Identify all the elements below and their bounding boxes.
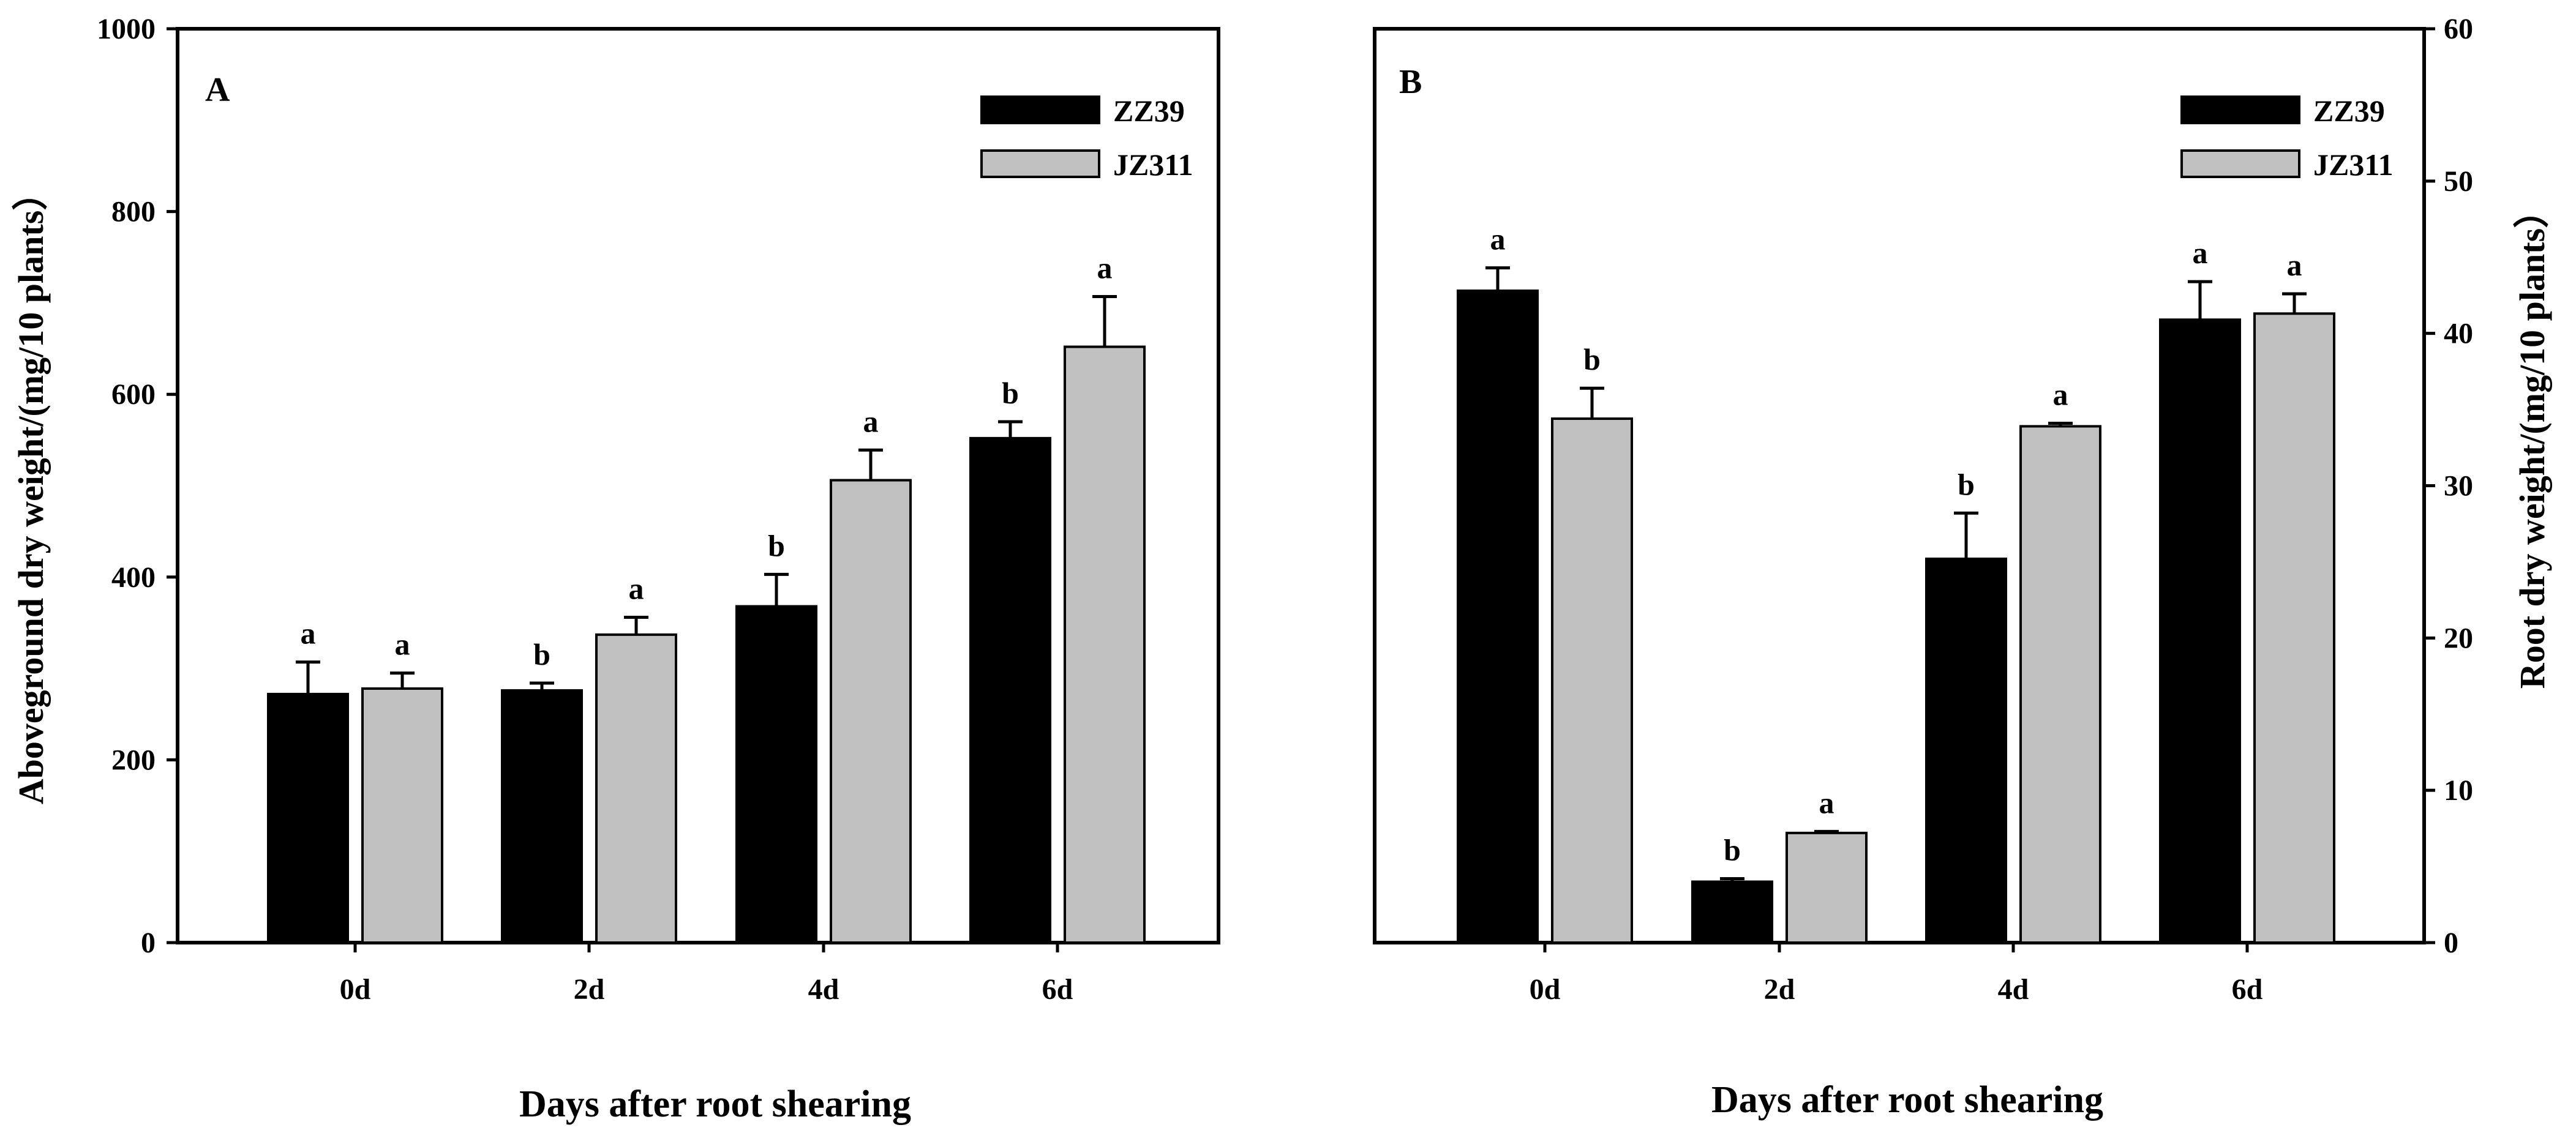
- x-tick-label: 0d: [340, 973, 371, 1006]
- y-tick-label: 30: [2444, 470, 2473, 503]
- bar-zz39-4d: [735, 605, 817, 944]
- y-tick-label: 800: [111, 196, 156, 228]
- bar-jz311-0d: [361, 687, 443, 944]
- panel-b: B 0 10 20 30 40 50 60 a b b a b a a a 0d 2d 4d 6d ZZ39 J…: [1373, 13, 2552, 1121]
- bar-zz39-0d: [1457, 289, 1539, 944]
- bar-jz311-2d: [1786, 831, 1868, 944]
- panel-b-letter: B: [1399, 63, 1422, 101]
- significance-letter: b: [1724, 832, 1741, 867]
- significance-letter: b: [533, 637, 550, 671]
- significance-letter: b: [768, 528, 785, 563]
- y-tick-label: 0: [141, 927, 156, 959]
- bar-zz39-2d: [501, 689, 583, 944]
- y-tick-label: 60: [2444, 13, 2473, 45]
- y-tick-label: 20: [2444, 622, 2473, 654]
- bar-jz311-4d: [830, 479, 912, 944]
- legend-swatch-zz39: [2180, 95, 2300, 124]
- panel-a-letter: A: [205, 71, 230, 109]
- panel-a-y-axis-title: Aboveground dry weight/(mg/10 plants）: [11, 175, 51, 805]
- x-tick-label: 6d: [2232, 973, 2263, 1006]
- significance-letter: b: [1958, 467, 1975, 501]
- x-tick-label: 4d: [1998, 973, 2029, 1006]
- x-tick-label: 0d: [1530, 973, 1561, 1006]
- significance-letter: a: [2287, 248, 2302, 282]
- bar-zz39-0d: [267, 692, 349, 944]
- legend-label-zz39: ZZ39: [2313, 94, 2385, 128]
- y-tick-label: 0: [2444, 927, 2458, 959]
- significance-letter: a: [1819, 785, 1834, 820]
- y-tick-label: 40: [2444, 318, 2473, 350]
- x-tick-label: 6d: [1042, 973, 1073, 1006]
- panel-b-legend: ZZ39 JZ311: [2180, 94, 2394, 182]
- legend-label-jz311: JZ311: [1113, 148, 1193, 182]
- bar-jz311-2d: [595, 633, 677, 944]
- y-tick-label: 200: [111, 744, 156, 776]
- legend-swatch-jz311: [980, 149, 1100, 178]
- y-tick-label: 1000: [97, 13, 156, 45]
- panel-a-x-axis-title: Days after root shearing: [519, 1083, 911, 1125]
- panel-b-bars: a b b a b a a a: [1457, 222, 2335, 944]
- panel-a-y-axis: 0 200 400 600 800 1000: [97, 13, 178, 959]
- x-tick-label: 2d: [574, 973, 605, 1006]
- x-tick-label: 4d: [808, 973, 839, 1006]
- significance-letter: a: [1097, 250, 1113, 285]
- legend-swatch-jz311: [2180, 149, 2300, 178]
- significance-letter: b: [1002, 376, 1019, 410]
- x-tick-label: 2d: [1764, 973, 1795, 1006]
- y-tick-label: 600: [111, 378, 156, 411]
- panel-a-plot-frame: [176, 27, 1220, 944]
- significance-letter: a: [863, 404, 879, 438]
- panel-a-x-axis: 0d 2d 4d 6d: [340, 943, 1073, 1006]
- panel-a: A 0 200 400 600 800 1000 a b b b a a a a 0d 2d 4d 6d ZZ…: [11, 13, 1220, 1125]
- bar-zz39-6d: [2159, 318, 2241, 944]
- significance-letter: a: [301, 616, 316, 651]
- significance-letter: a: [2053, 377, 2068, 411]
- significance-letter: b: [1583, 342, 1601, 376]
- y-tick-label: 50: [2444, 165, 2473, 198]
- bar-zz39-2d: [1691, 880, 1773, 944]
- legend-label-zz39: ZZ39: [1113, 94, 1185, 128]
- y-tick-label: 400: [111, 561, 156, 594]
- bar-jz311-0d: [1551, 417, 1633, 944]
- legend-swatch-zz39: [980, 95, 1100, 124]
- panel-a-bars: a b b b a a a a: [267, 250, 1146, 944]
- y-tick-label: 10: [2444, 774, 2473, 807]
- bar-zz39-6d: [969, 436, 1051, 944]
- legend-label-jz311: JZ311: [2313, 148, 2394, 182]
- significance-letter: a: [2193, 236, 2208, 270]
- panel-a-legend: ZZ39 JZ311: [980, 94, 1193, 182]
- bar-jz311-4d: [2019, 425, 2101, 944]
- panel-b-x-axis: 0d 2d 4d 6d: [1530, 943, 2263, 1006]
- significance-letter: a: [1490, 222, 1506, 256]
- panel-b-x-axis-title: Days after root shearing: [1711, 1079, 2103, 1121]
- panel-b-y-axis-title: Root dry weight/(mg/10 plants）: [2512, 193, 2552, 689]
- significance-letter: a: [395, 627, 410, 662]
- bar-zz39-4d: [1925, 557, 2007, 944]
- panel-b-y-axis: 0 10 20 30 40 50 60: [2424, 13, 2473, 959]
- significance-letter: a: [629, 571, 644, 605]
- bar-jz311-6d: [1064, 345, 1146, 944]
- bar-jz311-6d: [2253, 312, 2335, 944]
